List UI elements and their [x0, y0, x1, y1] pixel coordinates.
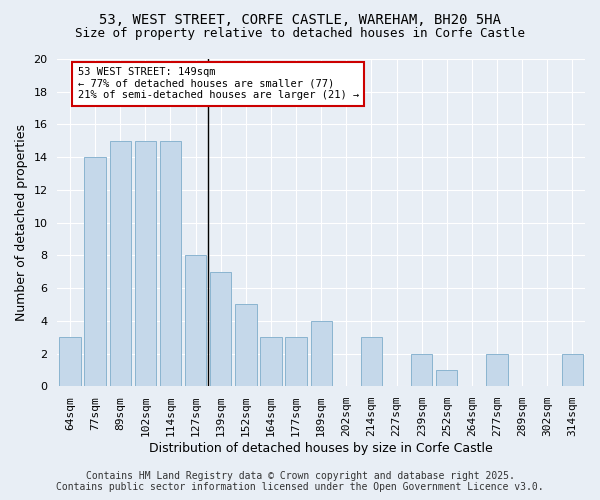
Bar [361, 337, 382, 386]
Bar [134, 141, 156, 386]
Text: Contains HM Land Registry data © Crown copyright and database right 2025.
Contai: Contains HM Land Registry data © Crown c… [56, 471, 544, 492]
Bar [85, 157, 106, 386]
X-axis label: Distribution of detached houses by size in Corfe Castle: Distribution of detached houses by size … [149, 442, 493, 455]
Text: 53 WEST STREET: 149sqm
← 77% of detached houses are smaller (77)
21% of semi-det: 53 WEST STREET: 149sqm ← 77% of detached… [77, 67, 359, 100]
Bar [185, 256, 206, 386]
Text: 53, WEST STREET, CORFE CASTLE, WAREHAM, BH20 5HA: 53, WEST STREET, CORFE CASTLE, WAREHAM, … [99, 12, 501, 26]
Bar [160, 141, 181, 386]
Bar [235, 304, 257, 386]
Bar [411, 354, 433, 386]
Bar [487, 354, 508, 386]
Bar [210, 272, 232, 386]
Y-axis label: Number of detached properties: Number of detached properties [15, 124, 28, 321]
Text: Size of property relative to detached houses in Corfe Castle: Size of property relative to detached ho… [75, 28, 525, 40]
Bar [59, 337, 80, 386]
Bar [311, 321, 332, 386]
Bar [286, 337, 307, 386]
Bar [436, 370, 457, 386]
Bar [260, 337, 281, 386]
Bar [110, 141, 131, 386]
Bar [562, 354, 583, 386]
